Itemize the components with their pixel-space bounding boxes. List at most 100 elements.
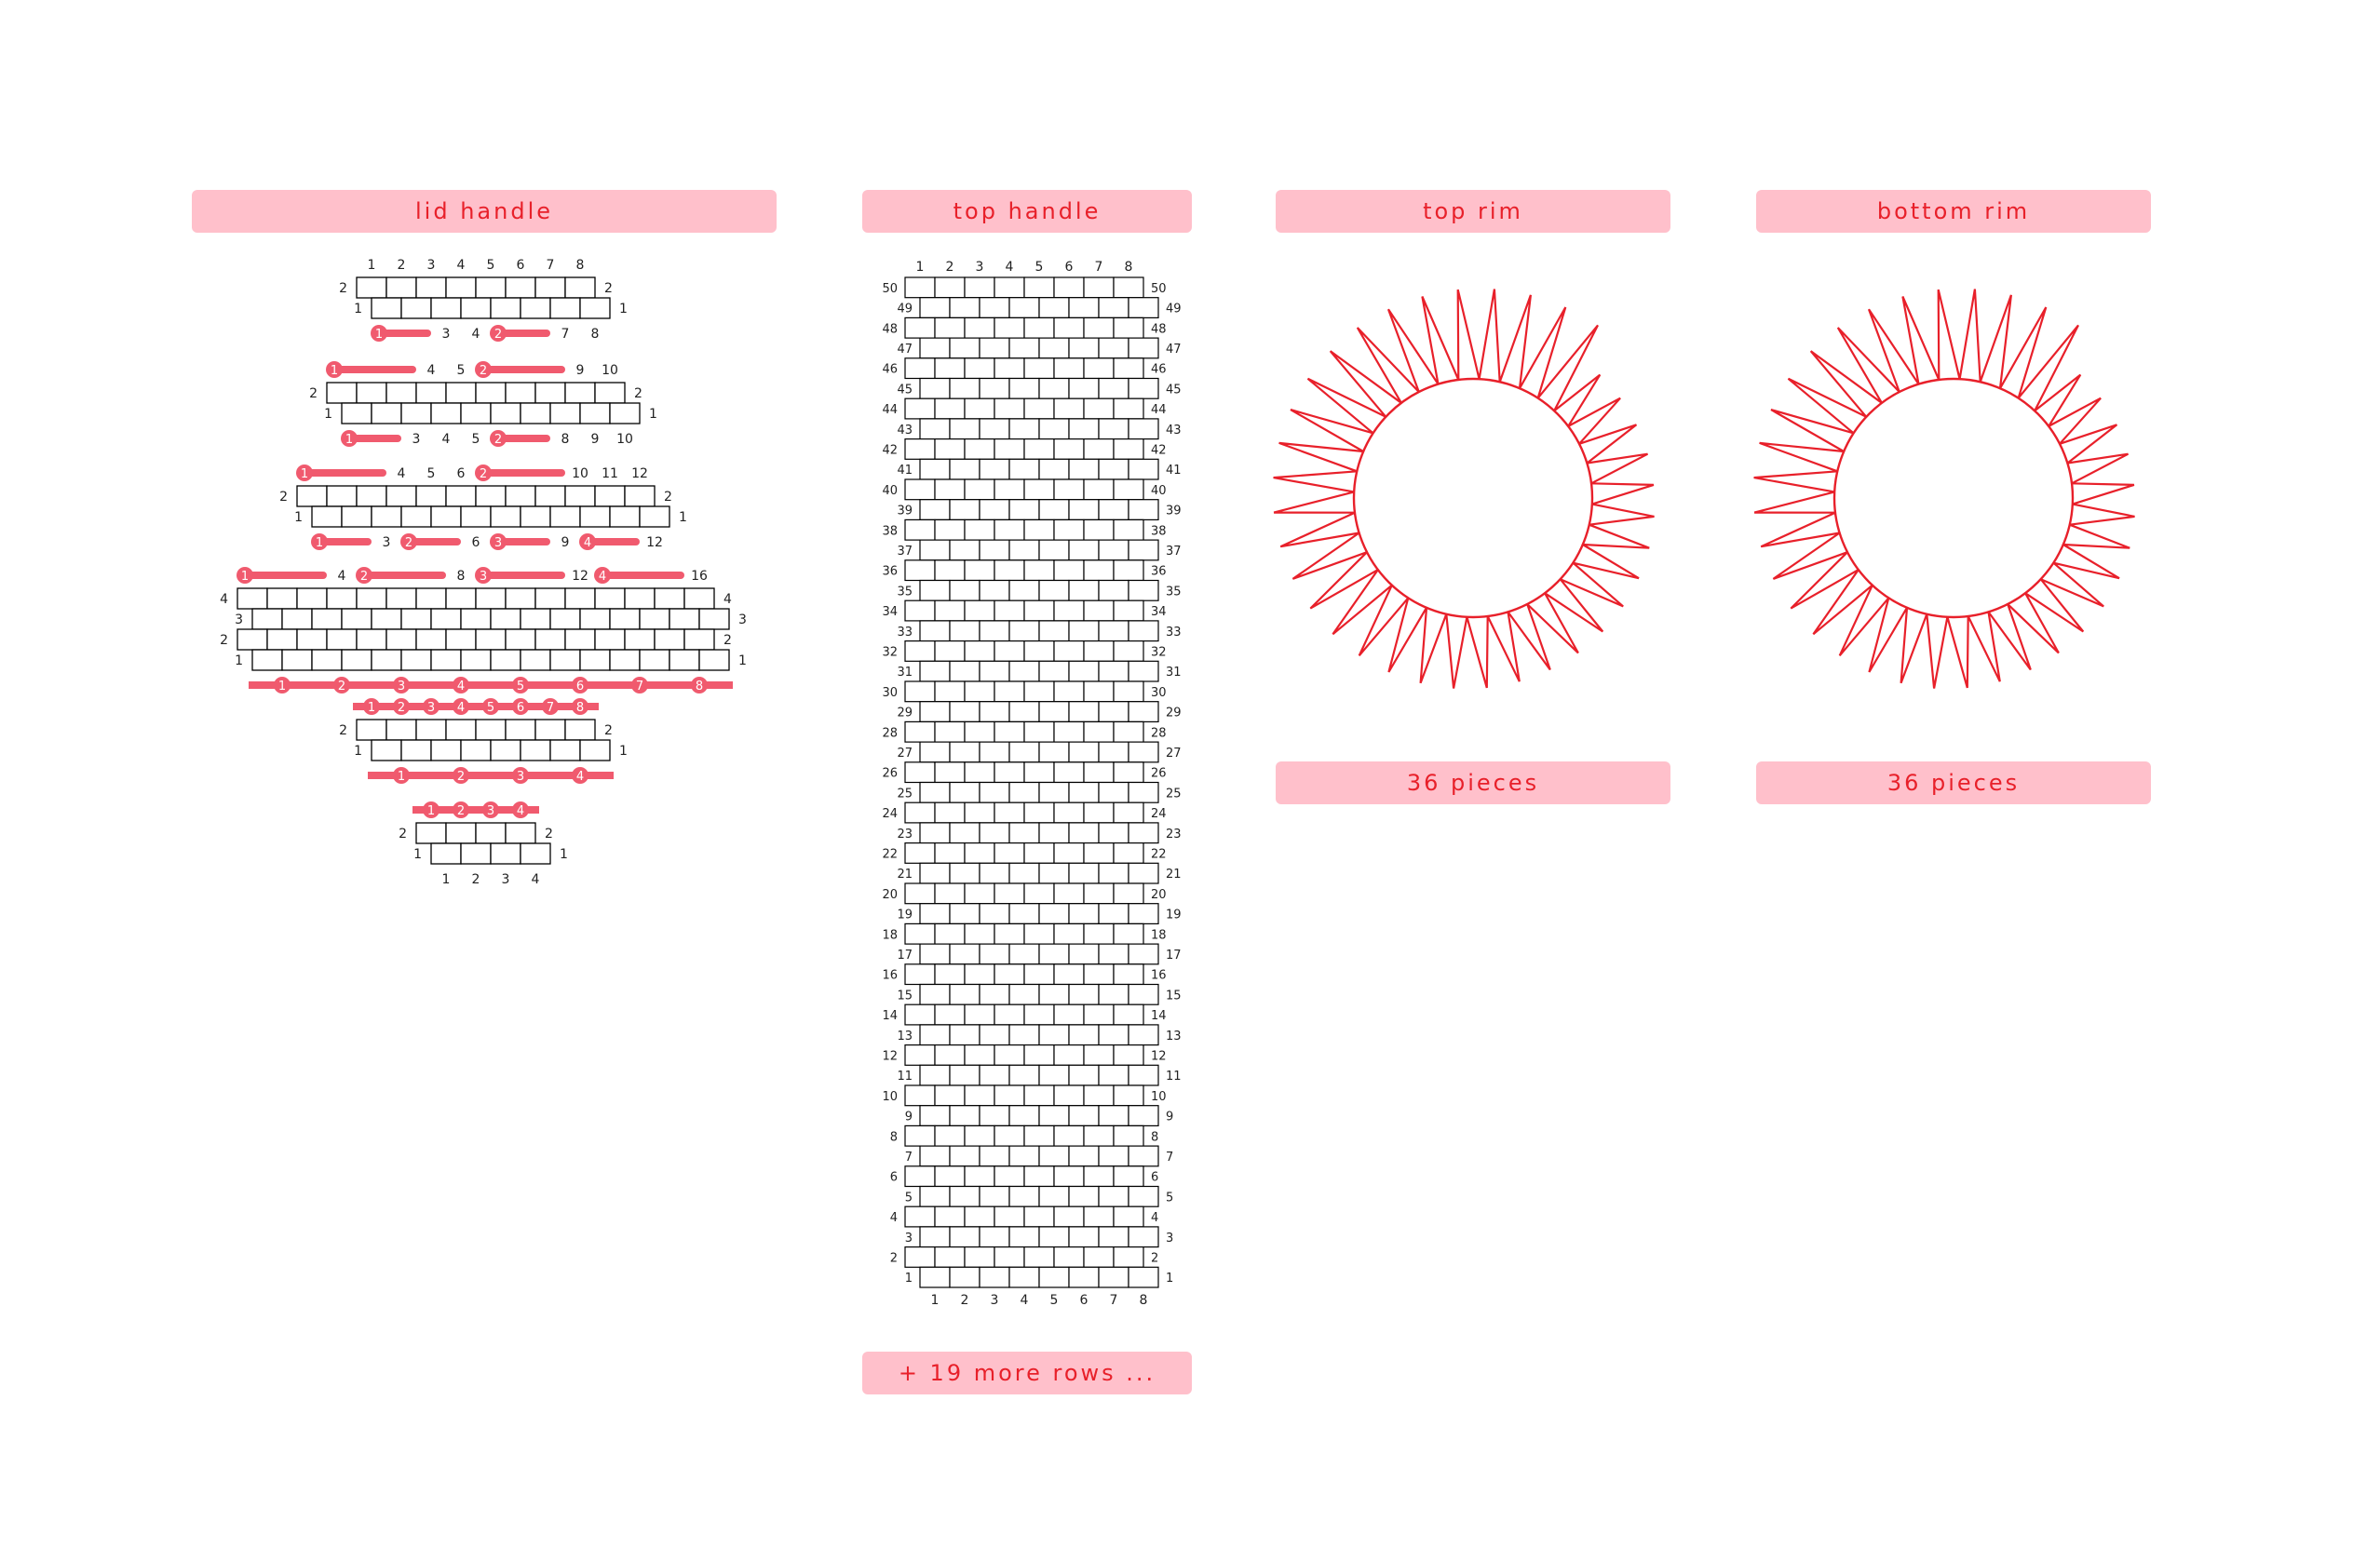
handle-cell [1098, 983, 1129, 1005]
handle-cell [1113, 1165, 1144, 1188]
lid-badge [512, 698, 529, 715]
handle-cell [964, 720, 995, 743]
handle-cell [934, 922, 966, 945]
handle-cell [1128, 1266, 1159, 1288]
handle-cell [949, 418, 980, 440]
lid-cell [445, 382, 477, 404]
handle-cell [1053, 963, 1085, 986]
handle-cell [994, 599, 1025, 622]
lid-cell [415, 719, 447, 741]
handle-cell [934, 1246, 966, 1268]
handle-cell [1098, 1145, 1129, 1167]
handle-cell [1098, 620, 1129, 642]
lid-column-number: 3 [412, 432, 421, 447]
handle-cell [1068, 418, 1100, 440]
lid-cell [505, 719, 536, 741]
handle-cell [1113, 882, 1144, 905]
lid-row-label: 2 [723, 633, 732, 648]
lid-cell [564, 628, 596, 651]
handle-cell [949, 741, 980, 763]
lid-cell [460, 608, 492, 630]
top-handle-title: top handle [862, 190, 1192, 233]
handle-cell [919, 983, 951, 1005]
handle-cell [934, 1084, 966, 1107]
handle-row-label: 13 [1166, 1030, 1182, 1044]
lid-badge [341, 430, 358, 447]
handle-cell [919, 1024, 951, 1046]
handle-cell [919, 297, 951, 319]
top-rim-pieces-label: 36 pieces [1276, 761, 1670, 804]
handle-cell [934, 316, 966, 339]
lid-badge-label: 2 [405, 536, 412, 550]
handle-cell [994, 882, 1025, 905]
handle-cell [1128, 862, 1159, 884]
lid-badge-label: 1 [278, 680, 286, 693]
handle-cell [994, 1246, 1025, 1268]
handle-cell [1113, 276, 1144, 299]
handle-row-label: 34 [1151, 605, 1167, 619]
handle-cell [1128, 903, 1159, 925]
handle-cell [1083, 1205, 1115, 1228]
handle-cell [1008, 1185, 1040, 1207]
lid-badge [371, 325, 387, 342]
lid-column-number: 10 [602, 363, 618, 378]
handle-cell [1068, 579, 1100, 601]
lid-badge-label: 3 [427, 701, 435, 715]
handle-cell [1128, 701, 1159, 723]
more-rows-button[interactable]: + 19 more rows ... [862, 1352, 1192, 1394]
handle-cell [919, 458, 951, 480]
lid-cell [251, 608, 283, 630]
lid-cell [356, 628, 387, 651]
handle-cell [1128, 377, 1159, 399]
handle-cell [994, 397, 1025, 420]
handle-row-label: 26 [1151, 767, 1167, 781]
handle-cell [1083, 1003, 1115, 1026]
lid-cell [594, 485, 626, 507]
handle-cell [1083, 882, 1115, 905]
lid-badge-label: 4 [457, 701, 465, 715]
lid-cell [594, 382, 626, 404]
handle-cell [904, 801, 936, 824]
lid-column-number: 4 [532, 872, 540, 887]
handle-cell [1098, 781, 1129, 803]
handle-cell [1068, 741, 1100, 763]
lid-badge [512, 677, 529, 693]
handle-cell [964, 640, 995, 662]
handle-cell [1128, 1185, 1159, 1207]
lid-cell [415, 628, 447, 651]
lid-cell [237, 587, 268, 610]
handle-cell [934, 1205, 966, 1228]
handle-row-label: 6 [890, 1171, 898, 1185]
lid-column-number: 6 [457, 466, 466, 481]
handle-row-label: 21 [897, 868, 913, 882]
handle-cell [1038, 1105, 1070, 1126]
handle-cell [1053, 357, 1085, 380]
handle-cell [1068, 822, 1100, 844]
handle-cell [1068, 539, 1100, 561]
lid-cell [490, 739, 521, 761]
handle-cell [1008, 1024, 1040, 1046]
handle-row-label: 39 [1166, 505, 1182, 518]
handle-cell [1053, 720, 1085, 743]
handle-row-label: 28 [882, 726, 898, 740]
lid-cell [430, 608, 462, 630]
lid-column-number: 5 [487, 258, 495, 273]
lid-row-label: 2 [339, 281, 347, 296]
lid-column-number: 12 [646, 535, 663, 550]
handle-cell [949, 1024, 980, 1046]
lid-cell [281, 608, 313, 630]
lid-badge-label: 2 [398, 701, 405, 715]
handle-cell [1098, 943, 1129, 965]
handle-cell [1098, 741, 1129, 763]
handle-row-label: 43 [1166, 424, 1182, 438]
handle-cell [1068, 458, 1100, 480]
handle-cell [1113, 599, 1144, 622]
lid-column-number: 10 [572, 466, 588, 481]
handle-cell [934, 599, 966, 622]
lid-badge [393, 767, 410, 784]
lid-cell [698, 608, 730, 630]
handle-cell [1098, 458, 1129, 480]
handle-cell [979, 1105, 1010, 1126]
lid-cell [296, 485, 328, 507]
handle-cell [994, 559, 1025, 582]
